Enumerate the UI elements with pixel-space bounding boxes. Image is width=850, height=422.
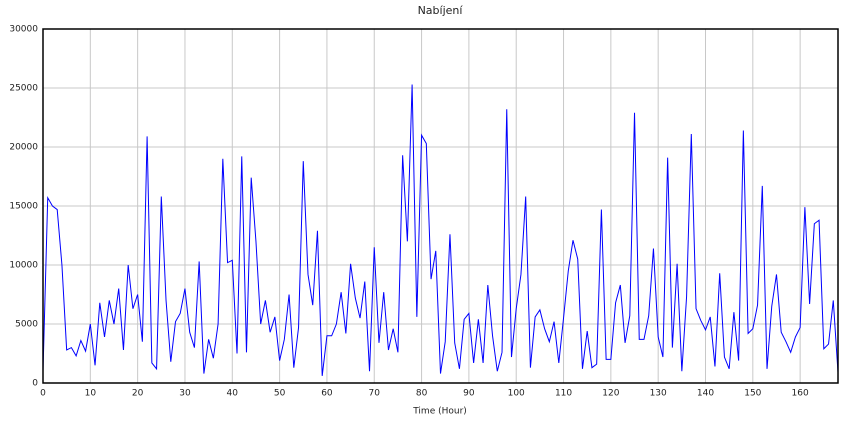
- x-tick-label: 60: [321, 389, 333, 399]
- x-tick-label: 120: [602, 389, 619, 399]
- y-tick-label: 5000: [15, 320, 38, 330]
- y-tick-label: 0: [32, 379, 38, 389]
- x-axis-label: Time (Hour): [412, 407, 467, 417]
- data-line: [42, 84, 839, 376]
- x-tick-label: 90: [463, 389, 475, 399]
- y-tick-label: 20000: [9, 143, 38, 153]
- x-tick-label: 30: [179, 389, 191, 399]
- y-tick-label: 25000: [9, 84, 38, 94]
- x-tick-label: 150: [744, 389, 761, 399]
- y-tick-label: 30000: [9, 25, 38, 35]
- x-tick-label: 70: [369, 389, 381, 399]
- x-tick-label: 40: [227, 389, 239, 399]
- y-tick-label: 10000: [9, 261, 38, 271]
- x-tick-label: 110: [555, 389, 572, 399]
- x-tick-label: 80: [416, 389, 428, 399]
- chart-title: Nabíjení: [418, 4, 464, 17]
- x-tick-label: 10: [85, 389, 97, 399]
- x-tick-label: 100: [508, 389, 525, 399]
- x-tick-label: 50: [274, 389, 286, 399]
- x-tick-label: 160: [792, 389, 809, 399]
- x-tick-label: 140: [697, 389, 714, 399]
- x-tick-label: 0: [40, 389, 46, 399]
- x-tick-label: 130: [650, 389, 667, 399]
- x-tick-label: 20: [132, 389, 144, 399]
- y-tick-label: 15000: [9, 202, 38, 212]
- plot-frame: [42, 28, 839, 384]
